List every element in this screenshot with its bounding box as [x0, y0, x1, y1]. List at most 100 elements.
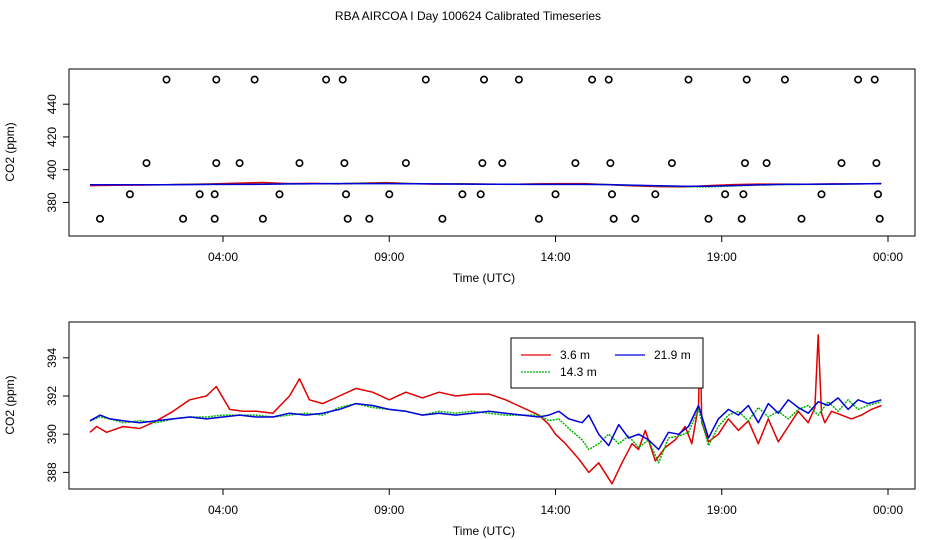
legend: 3.6 m 21.9 m 14.3 m — [510, 337, 704, 389]
y-tick-label: 380 — [45, 192, 59, 212]
legend-label-14-3m: 14.3 m — [560, 365, 597, 379]
calibration-points — [96, 75, 884, 223]
calibration-point — [479, 75, 488, 84]
calibration-point — [588, 75, 597, 84]
calibration-point — [631, 214, 640, 223]
calibration-point — [295, 159, 304, 168]
calibration-point — [438, 214, 447, 223]
legend-label-3-6m: 3.6 m — [560, 348, 590, 362]
calibration-point — [498, 159, 507, 168]
plot-frame-top — [68, 68, 916, 237]
calibration-point — [338, 75, 347, 84]
legend-box — [510, 337, 704, 389]
calibration-point — [667, 159, 676, 168]
calibration-point — [210, 190, 219, 199]
calibration-point — [365, 214, 374, 223]
calibration-point — [212, 75, 221, 84]
y-tick-label: 388 — [45, 462, 59, 482]
calibration-point — [872, 159, 881, 168]
calibration-point — [458, 190, 467, 199]
calibration-point — [762, 159, 771, 168]
calibration-point — [651, 190, 660, 199]
y-tick-label: 392 — [45, 386, 59, 406]
calibration-point — [742, 75, 751, 84]
calibration-point — [609, 214, 618, 223]
x-tick-label: 00:00 — [873, 503, 903, 517]
calibration-point — [235, 159, 244, 168]
calibration-point — [604, 75, 613, 84]
x-tick-label: 04:00 — [208, 250, 238, 264]
calibration-point — [340, 159, 349, 168]
panel-top: 04:00 09:00 14:00 19:00 00:00 380 400 420 440 T… — [3, 68, 916, 285]
calibration-point — [571, 159, 580, 168]
calibration-point — [322, 75, 331, 84]
x-tick-label: 19:00 — [707, 503, 737, 517]
calibration-point — [212, 159, 221, 168]
panel-bottom: 04:00 09:00 14:00 19:00 00:00 388 390 392 394 T… — [3, 321, 916, 538]
calibration-point — [607, 190, 616, 199]
series-lines-bottom — [89, 334, 882, 485]
legend-label-21-9m: 21.9 m — [654, 348, 691, 362]
x-axis-top: 04:00 09:00 14:00 19:00 00:00 — [208, 236, 903, 264]
x-tick-label: 14:00 — [540, 503, 570, 517]
calibration-point — [870, 75, 879, 84]
calibration-point — [780, 75, 789, 84]
x-axis-label-top: Time (UTC) — [453, 271, 515, 285]
series-line-s219 — [90, 182, 882, 187]
calibration-point — [142, 159, 151, 168]
plot-frame-bottom — [68, 321, 916, 490]
calibration-point — [401, 159, 410, 168]
calibration-point — [385, 190, 394, 199]
calibration-point — [737, 214, 746, 223]
series-lines-top — [89, 181, 882, 188]
x-axis-label-bottom: Time (UTC) — [453, 524, 515, 538]
series-line-s36 — [89, 334, 882, 485]
chart-title: RBA AIRCOA I Day 100624 Calibrated Times… — [334, 9, 602, 23]
calibration-point — [258, 214, 267, 223]
y-tick-label: 390 — [45, 424, 59, 444]
x-tick-label: 14:00 — [540, 250, 570, 264]
calibration-point — [551, 190, 560, 199]
calibration-point — [817, 190, 826, 199]
calibration-point — [195, 190, 204, 199]
x-tick-label: 09:00 — [374, 250, 404, 264]
calibration-point — [476, 190, 485, 199]
y-tick-label: 420 — [45, 127, 59, 147]
calibration-point — [721, 190, 730, 199]
calibration-point — [514, 75, 523, 84]
y-axis-bottom: 388 390 392 394 — [45, 347, 69, 482]
calibration-point — [341, 190, 350, 199]
calibration-point — [606, 159, 615, 168]
calibration-point — [343, 214, 352, 223]
calibration-point — [797, 214, 806, 223]
x-tick-label: 04:00 — [208, 503, 238, 517]
calibration-point — [162, 75, 171, 84]
y-axis-label-top: CO2 (ppm) — [3, 122, 17, 181]
calibration-point — [534, 214, 543, 223]
y-tick-label: 400 — [45, 159, 59, 179]
y-tick-label: 440 — [45, 94, 59, 114]
calibration-point — [837, 159, 846, 168]
calibration-point — [125, 190, 134, 199]
y-axis-top: 380 400 420 440 — [45, 94, 69, 212]
x-tick-label: 00:00 — [873, 250, 903, 264]
calibration-point — [684, 75, 693, 84]
calibration-point — [478, 159, 487, 168]
x-tick-label: 09:00 — [374, 503, 404, 517]
calibration-point — [179, 214, 188, 223]
calibration-point — [739, 190, 748, 199]
y-axis-label-bottom: CO2 (ppm) — [3, 375, 17, 434]
calibration-point — [875, 214, 884, 223]
series-line-s219 — [89, 397, 882, 451]
x-axis-bottom: 04:00 09:00 14:00 19:00 00:00 — [208, 489, 903, 517]
calibration-point — [275, 190, 284, 199]
x-tick-label: 19:00 — [707, 250, 737, 264]
calibration-point — [704, 214, 713, 223]
calibration-point — [873, 190, 882, 199]
calibration-point — [96, 214, 105, 223]
y-tick-label: 394 — [45, 347, 59, 367]
calibration-point — [210, 214, 219, 223]
calibration-point — [250, 75, 259, 84]
calibration-point — [421, 75, 430, 84]
